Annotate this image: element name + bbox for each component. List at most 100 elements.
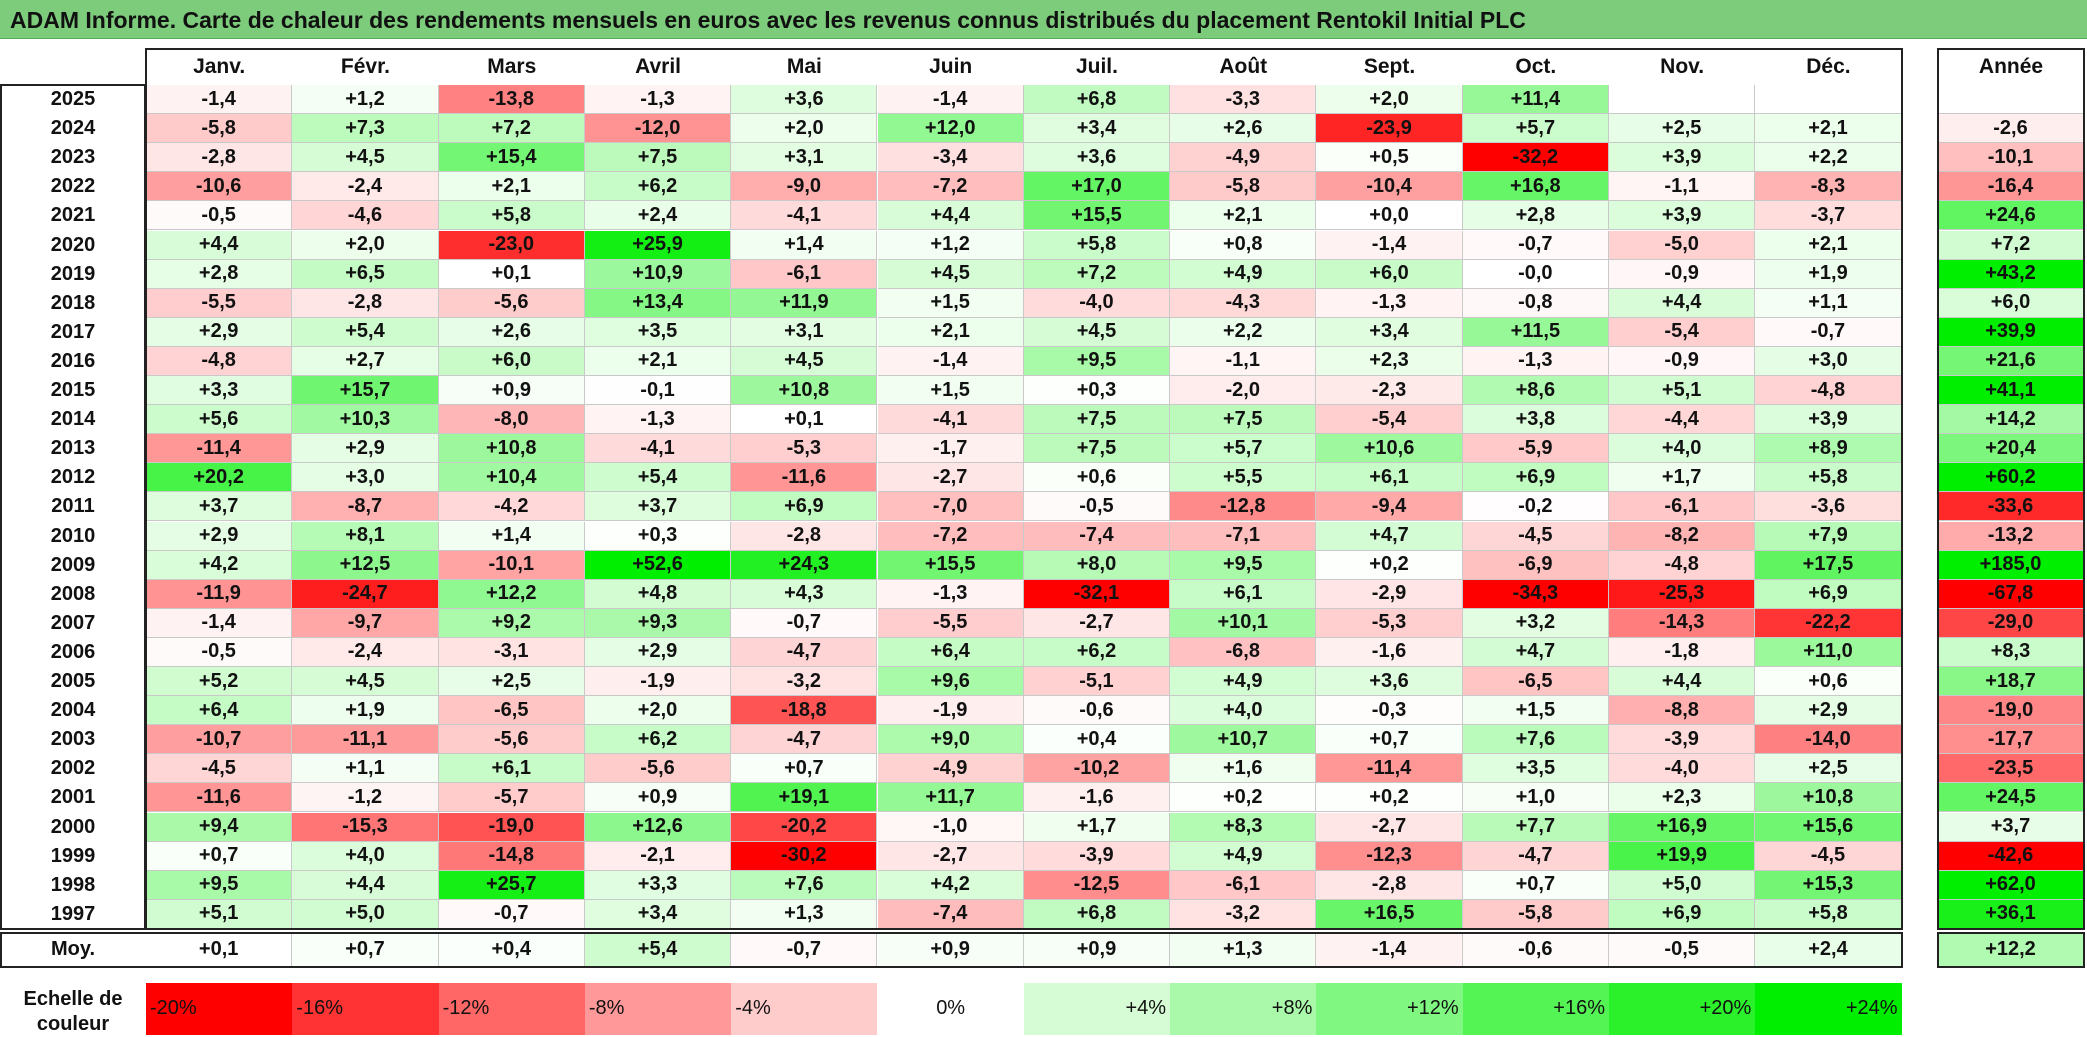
- heatmap-cell: -14,8: [438, 841, 585, 871]
- heatmap-cell: +10,8: [731, 376, 878, 406]
- annual-cell: -23,5: [1938, 754, 2084, 784]
- heatmap-cell: +3,1: [731, 317, 878, 347]
- heatmap-cell: +2,3: [1609, 783, 1756, 813]
- heatmap-cell: +0,2: [1316, 783, 1463, 813]
- heatmap-cell: -5,6: [438, 288, 585, 318]
- average-cell: -1,4: [1316, 932, 1463, 967]
- annual-cell: -2,6: [1938, 114, 2084, 144]
- annual-cell: +24,6: [1938, 201, 2084, 231]
- heatmap-cell: +7,2: [438, 114, 585, 144]
- title-bar: ADAM Informe. Carte de chaleur des rende…: [0, 0, 2087, 39]
- heatmap-cell: +1,7: [1023, 812, 1171, 842]
- heatmap-cell: -2,9: [1316, 579, 1463, 609]
- heatmap-cell: +5,0: [1609, 870, 1756, 900]
- color-scale-label: Echelle de couleur: [23, 987, 123, 1035]
- heatmap-cell: -1,1: [1609, 172, 1756, 202]
- heatmap-cell: +4,9: [1170, 841, 1317, 871]
- heatmap-cell: +1,1: [1755, 288, 1902, 318]
- heatmap-cell: -0,3: [1316, 696, 1463, 726]
- heatmap-cell: +0,3: [1023, 376, 1171, 406]
- heatmap-cell: +2,1: [438, 172, 585, 202]
- annual-cell: -29,0: [1938, 608, 2084, 638]
- annual-cell: -19,0: [1938, 696, 2084, 726]
- heatmap-cell: -4,9: [877, 754, 1024, 784]
- heatmap-cell: +6,1: [438, 754, 585, 784]
- heatmap-cell: -0,7: [731, 608, 878, 638]
- heatmap-cell: +5,1: [146, 899, 293, 929]
- heatmap-cell: -5,3: [1316, 608, 1463, 638]
- heatmap-cell: +1,6: [1170, 754, 1317, 784]
- heatmap-cell: +3,6: [731, 85, 878, 115]
- heatmap-cell: +13,4: [584, 288, 732, 318]
- heatmap-cell: +2,4: [584, 201, 732, 231]
- annual-cell: +43,2: [1938, 259, 2084, 289]
- heatmap-cell: -0,1: [584, 376, 732, 406]
- heatmap-cell: +2,9: [584, 637, 732, 667]
- heatmap-cell: +0,3: [584, 521, 732, 551]
- heatmap-cell: -1,4: [877, 346, 1024, 376]
- month-header: Avril: [584, 50, 732, 84]
- heatmap-cell: -1,3: [1316, 288, 1463, 318]
- heatmap-cell: -5,8: [1462, 899, 1609, 929]
- heatmap-cell: +6,9: [1462, 463, 1609, 493]
- heatmap-cell: +5,7: [1170, 434, 1317, 464]
- heatmap-cell: +8,6: [1462, 376, 1609, 406]
- annual-cell: -13,2: [1938, 521, 2084, 551]
- heatmap-cell: -7,2: [877, 521, 1024, 551]
- heatmap-cell: +25,9: [584, 230, 732, 260]
- heatmap-cell: -1,3: [1462, 346, 1609, 376]
- heatmap-cell: -3,1: [438, 637, 585, 667]
- row-year-label: 2024: [0, 114, 146, 144]
- heatmap-cell: -4,0: [1023, 288, 1171, 318]
- row-year-label: 2000: [0, 812, 146, 842]
- heatmap-cell: -4,7: [731, 637, 878, 667]
- heatmap-cell: +6,9: [1755, 579, 1902, 609]
- heatmap-cell: -2,7: [877, 841, 1024, 871]
- row-year-label: 2003: [0, 725, 146, 755]
- heatmap-cell: +2,0: [584, 696, 732, 726]
- heatmap-cell: +2,2: [1755, 143, 1902, 173]
- heatmap-cell: -12,0: [584, 114, 732, 144]
- heatmap-cell: +2,9: [146, 521, 293, 551]
- heatmap-cell: -12,5: [1023, 870, 1171, 900]
- heatmap-cell: +10,8: [438, 434, 585, 464]
- annual-cell: +60,2: [1938, 463, 2084, 493]
- heatmap-cell: +5,6: [146, 405, 293, 435]
- heatmap-cell: +5,8: [1755, 463, 1902, 493]
- heatmap-cell: +9,5: [1170, 550, 1317, 580]
- heatmap-cell: +3,4: [584, 899, 732, 929]
- heatmap-cell: -0,6: [1023, 696, 1171, 726]
- average-cell: +0,9: [1023, 932, 1171, 967]
- heatmap-cell: -2,4: [292, 637, 439, 667]
- annual-cell: +18,7: [1938, 667, 2084, 697]
- heatmap-cell: +0,1: [438, 259, 585, 289]
- heatmap-cell: -1,9: [584, 667, 732, 697]
- heatmap-cell: -0,9: [1609, 346, 1756, 376]
- heatmap-cell: +8,1: [292, 521, 439, 551]
- annual-cell: +185,0: [1938, 550, 2084, 580]
- heatmap-cell: +1,7: [1609, 463, 1756, 493]
- heatmap-cell: -1,3: [584, 85, 732, 115]
- heatmap-cell: +6,1: [1316, 463, 1463, 493]
- heatmap-cell: -7,0: [877, 492, 1024, 522]
- heatmap-cell: -8,3: [1755, 172, 1902, 202]
- color-scale-stop: +12%: [1316, 982, 1463, 1035]
- heatmap-cell: +7,6: [1462, 725, 1609, 755]
- heatmap-cell: +2,5: [1609, 114, 1756, 144]
- heatmap-cell: +1,0: [1462, 783, 1609, 813]
- heatmap-cell: +2,5: [1755, 754, 1902, 784]
- heatmap-cell: -24,7: [292, 579, 439, 609]
- heatmap-cell: +9,3: [584, 608, 732, 638]
- annual-cell: +36,1: [1938, 899, 2084, 929]
- heatmap-cell: +16,5: [1316, 899, 1463, 929]
- month-header: Janv.: [146, 50, 293, 84]
- heatmap-cell: -4,2: [438, 492, 585, 522]
- heatmap-cell: -7,1: [1170, 521, 1317, 551]
- month-header: Juil.: [1023, 50, 1171, 84]
- heatmap-cell: +3,7: [146, 492, 293, 522]
- heatmap-cell: +12,5: [292, 550, 439, 580]
- heatmap-cell: +4,4: [877, 201, 1024, 231]
- heatmap-cell: +10,3: [292, 405, 439, 435]
- heatmap-cell: +5,4: [584, 463, 732, 493]
- heatmap-cell: +5,4: [292, 317, 439, 347]
